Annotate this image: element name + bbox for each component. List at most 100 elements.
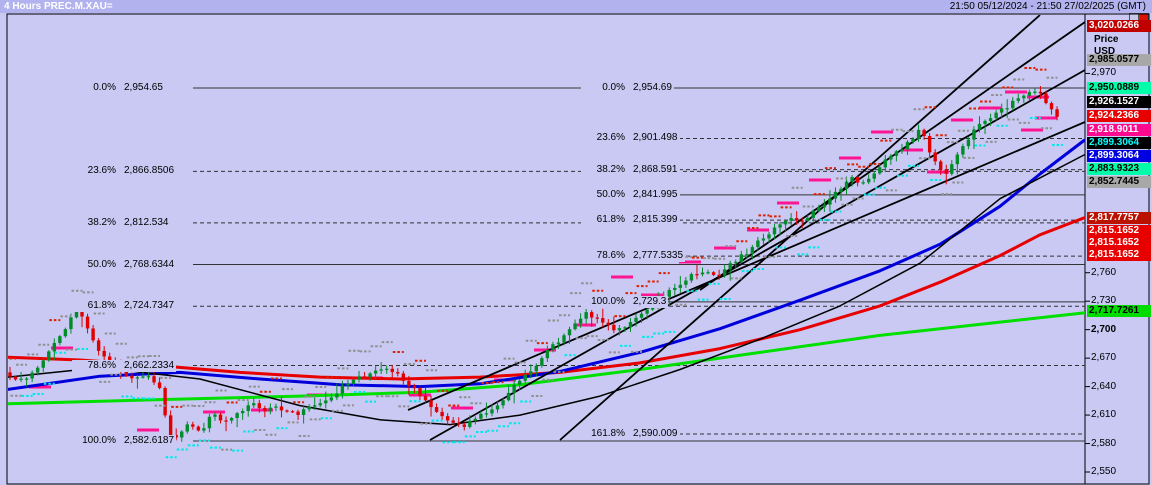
- candle-bear: [218, 412, 223, 424]
- candle-bull: [645, 306, 649, 320]
- candle-bull: [673, 283, 677, 296]
- candle-bull: [479, 411, 483, 420]
- candle-bull: [778, 221, 782, 236]
- candle-bull: [700, 267, 705, 277]
- candle-bull: [639, 310, 644, 323]
- fib-label-mid-161.8%: 161.8% 2,590.009: [581, 428, 680, 441]
- candle-bull: [988, 113, 993, 126]
- price-tick-label: 2,970: [1091, 67, 1117, 79]
- candle-bear: [451, 417, 455, 425]
- candle-bull: [52, 338, 57, 360]
- candle-bear: [939, 159, 943, 176]
- plot-border: [6, 13, 1150, 485]
- candle-bear: [163, 386, 167, 418]
- candle-bull: [617, 325, 622, 336]
- candle-bear: [390, 365, 394, 378]
- candle-bull: [745, 248, 749, 259]
- candle-bull: [301, 404, 306, 424]
- candle-bear: [1055, 106, 1059, 121]
- price-flag: 2,985.0577: [1087, 54, 1151, 66]
- candle-bear: [800, 217, 804, 228]
- candle-bull: [783, 219, 788, 232]
- candle-bull: [307, 404, 311, 412]
- candle-bear: [695, 264, 699, 280]
- candle-bull: [999, 103, 1004, 118]
- candle-bull: [567, 326, 572, 344]
- candle-bull: [883, 155, 888, 173]
- trendline-3: [559, 15, 1041, 441]
- candle-bull: [135, 374, 140, 389]
- candle-bull: [551, 341, 555, 353]
- candle-bull: [495, 401, 500, 413]
- candle-bear: [794, 211, 799, 226]
- axis-title-currency: USD: [1094, 46, 1116, 57]
- candle-bull: [351, 377, 356, 387]
- candle-bull: [872, 171, 876, 183]
- candle-bull: [1033, 88, 1037, 95]
- fib-label-left-50.0%: 50.0% 2,768.6344: [72, 258, 177, 271]
- candle-bear: [445, 413, 450, 426]
- candle-bull: [379, 362, 383, 375]
- chart-date-range: 21:50 05/12/2024 - 21:50 27/02/2025 (GMT…: [949, 1, 1146, 12]
- price-flag: 3,020.0266: [1087, 20, 1151, 32]
- candle-bear: [717, 269, 721, 280]
- candle-bull: [385, 365, 389, 374]
- moving-average-fast-blue: [8, 139, 1085, 391]
- fib-label-mid-38.2%: 38.2% 2,868.591: [581, 163, 680, 176]
- fib-label-left-23.6%: 23.6% 2,866.8506: [72, 165, 177, 178]
- candle-bull: [911, 137, 915, 144]
- candle-bear: [168, 410, 173, 438]
- candle-bull: [889, 154, 893, 165]
- candle-bull: [811, 209, 815, 222]
- candle-bull: [346, 379, 350, 390]
- candle-bull: [534, 363, 538, 377]
- fib-label-mid-23.6%: 23.6% 2,901.498: [581, 132, 680, 145]
- candle-bear: [595, 313, 599, 324]
- chart-titlebar[interactable]: 4 Hours PREC.M.XAU= 21:50 05/12/2024 - 2…: [0, 0, 1152, 13]
- candle-bull: [318, 398, 322, 408]
- candle-bear: [855, 174, 860, 187]
- candle-bull: [501, 398, 505, 409]
- fib-label-mid-61.8%: 61.8% 2,815.399: [581, 214, 680, 227]
- candle-bull: [490, 404, 494, 417]
- candle-bull: [41, 357, 45, 373]
- candle-bear: [418, 386, 422, 400]
- candle-bull: [58, 335, 62, 346]
- candle-bull: [202, 422, 206, 433]
- candle-bear: [412, 383, 417, 394]
- candle-bull: [878, 163, 882, 175]
- candle-bear: [8, 366, 12, 381]
- candle-bear: [257, 399, 261, 413]
- candle-bear: [296, 409, 300, 420]
- candle-bull: [894, 150, 899, 162]
- candle-bull: [628, 318, 633, 332]
- candle-bull: [789, 213, 793, 226]
- candle-bear: [429, 395, 433, 417]
- candle-bull: [246, 401, 250, 417]
- candle-bull: [734, 259, 738, 269]
- candle-bear: [1044, 90, 1048, 105]
- price-flag: 2,817.7757: [1087, 212, 1151, 224]
- candle-bull: [540, 356, 544, 368]
- price-flag: 2,852.7445: [1087, 176, 1151, 188]
- candle-bull: [678, 275, 683, 294]
- candle-bull: [368, 372, 372, 381]
- candle-bull: [950, 160, 954, 176]
- price-tick-label: 2,760: [1091, 266, 1117, 278]
- candle-bear: [285, 409, 289, 413]
- candle-bear: [1038, 86, 1043, 99]
- candle-bull: [484, 402, 489, 418]
- candle-bull: [313, 395, 317, 410]
- candle-bull: [512, 379, 516, 404]
- candle-bull: [722, 264, 727, 278]
- candle-bull: [850, 174, 854, 187]
- candle-bull: [833, 187, 838, 203]
- candle-bear: [152, 371, 156, 385]
- candle-bear: [130, 372, 134, 383]
- candle-bear: [396, 368, 400, 377]
- moving-average-signal-black: [8, 154, 1085, 426]
- candle-bull: [1005, 99, 1009, 118]
- candle-bull: [772, 224, 777, 240]
